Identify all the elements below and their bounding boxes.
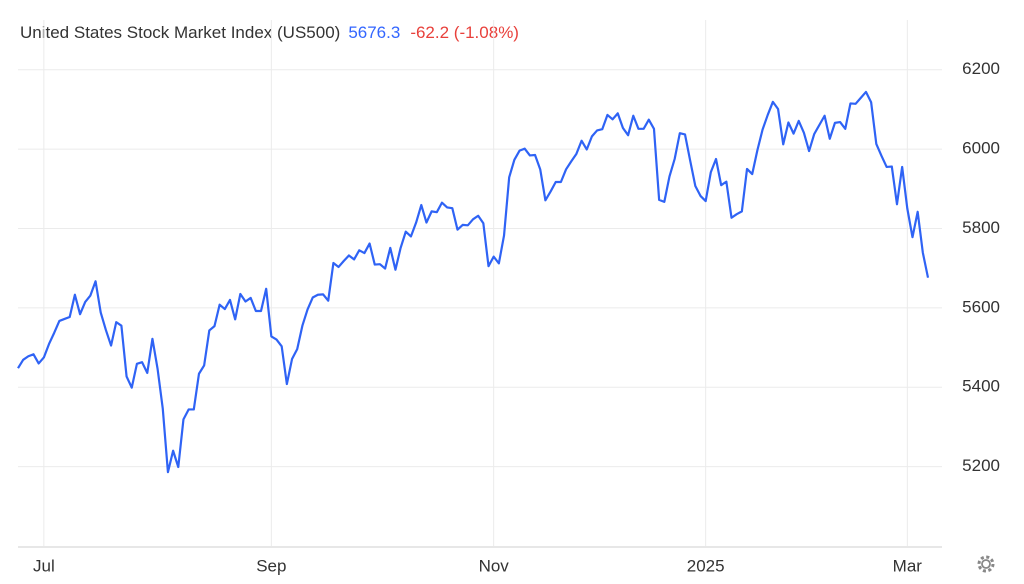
- y-tick-label: 5400: [962, 377, 1000, 396]
- y-tick-label: 6200: [962, 59, 1000, 78]
- y-tick-label: 5600: [962, 297, 1000, 316]
- chart-title: United States Stock Market Index (US500): [20, 23, 340, 42]
- settings-icon[interactable]: [977, 555, 995, 573]
- y-tick-label: 5200: [962, 456, 1000, 475]
- y-tick-label: 6000: [962, 139, 1000, 158]
- change: -62.2 (-1.08%): [410, 23, 519, 42]
- price: 5676.3: [348, 23, 400, 42]
- chart-header: United States Stock Market Index (US500)…: [20, 23, 519, 42]
- x-tick-label: Jul: [33, 556, 55, 575]
- x-tick-label: Nov: [479, 556, 510, 575]
- y-tick-label: 5800: [962, 218, 1000, 237]
- x-tick-label: Mar: [893, 556, 923, 575]
- x-tick-label: 2025: [687, 556, 725, 575]
- x-tick-label: Sep: [256, 556, 286, 575]
- price-line: [17, 90, 930, 474]
